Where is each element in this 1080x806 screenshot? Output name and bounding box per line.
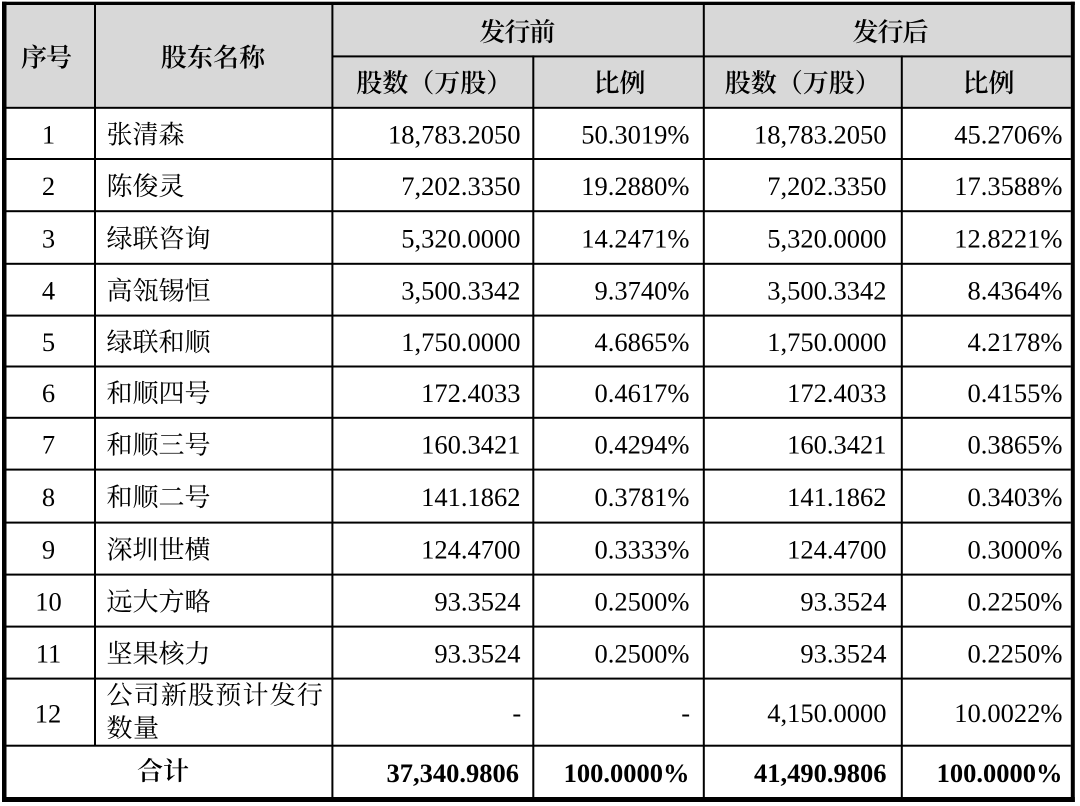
svg-text:0.4294%: 0.4294%	[595, 430, 690, 460]
svg-text:5,320.0000: 5,320.0000	[401, 223, 520, 253]
svg-text:3,500.3342: 3,500.3342	[401, 276, 520, 306]
svg-text:1,750.0000: 1,750.0000	[401, 327, 520, 357]
svg-text:7: 7	[42, 430, 55, 460]
svg-text:93.3524: 93.3524	[434, 639, 520, 669]
svg-text:41,490.9806: 41,490.9806	[754, 758, 887, 788]
svg-text:93.3524: 93.3524	[434, 587, 520, 617]
svg-text:0.3000%: 0.3000%	[968, 535, 1063, 565]
svg-text:1,750.0000: 1,750.0000	[767, 327, 886, 357]
svg-text:0.3781%: 0.3781%	[595, 482, 690, 512]
svg-text:6: 6	[42, 378, 55, 408]
svg-text:124.4700: 124.4700	[421, 535, 520, 565]
svg-text:0.2500%: 0.2500%	[595, 639, 690, 669]
svg-text:100.0000%: 100.0000%	[937, 758, 1063, 788]
svg-text:160.3421: 160.3421	[421, 430, 520, 460]
svg-text:10.0022%: 10.0022%	[954, 698, 1062, 728]
svg-text:45.2706%: 45.2706%	[954, 119, 1062, 149]
svg-text:4.6865%: 4.6865%	[595, 327, 690, 357]
svg-text:4: 4	[42, 276, 55, 306]
svg-text:-: -	[512, 698, 521, 728]
svg-text:3: 3	[42, 223, 55, 253]
svg-text:10: 10	[35, 587, 62, 617]
svg-text:0.3865%: 0.3865%	[968, 430, 1063, 460]
svg-text:172.4033: 172.4033	[787, 378, 886, 408]
svg-text:0.2250%: 0.2250%	[968, 639, 1063, 669]
svg-text:9: 9	[42, 535, 55, 565]
svg-text:0.2250%: 0.2250%	[968, 587, 1063, 617]
svg-text:2: 2	[42, 171, 55, 201]
svg-text:141.1862: 141.1862	[787, 482, 886, 512]
svg-text:18,783.2050: 18,783.2050	[388, 119, 521, 149]
svg-text:11: 11	[36, 639, 62, 669]
svg-text:100.0000%: 100.0000%	[564, 758, 690, 788]
svg-text:9.3740%: 9.3740%	[595, 276, 690, 306]
svg-text:93.3524: 93.3524	[800, 639, 886, 669]
svg-text:141.1862: 141.1862	[421, 482, 520, 512]
svg-text:1: 1	[42, 119, 55, 149]
svg-text:18,783.2050: 18,783.2050	[754, 119, 887, 149]
svg-text:4,150.0000: 4,150.0000	[767, 698, 886, 728]
svg-text:0.2500%: 0.2500%	[595, 587, 690, 617]
svg-text:7,202.3350: 7,202.3350	[401, 171, 520, 201]
svg-text:-: -	[681, 698, 690, 728]
svg-text:19.2880%: 19.2880%	[581, 171, 689, 201]
svg-text:14.2471%: 14.2471%	[581, 223, 689, 253]
svg-text:12: 12	[35, 698, 62, 728]
svg-text:4.2178%: 4.2178%	[968, 327, 1063, 357]
svg-text:0.4617%: 0.4617%	[595, 378, 690, 408]
svg-text:5: 5	[42, 327, 55, 357]
svg-text:8.4364%: 8.4364%	[968, 276, 1063, 306]
svg-text:0.3403%: 0.3403%	[968, 482, 1063, 512]
svg-text:7,202.3350: 7,202.3350	[767, 171, 886, 201]
svg-text:124.4700: 124.4700	[787, 535, 886, 565]
svg-text:8: 8	[42, 482, 55, 512]
svg-text:3,500.3342: 3,500.3342	[767, 276, 886, 306]
svg-text:17.3588%: 17.3588%	[954, 171, 1062, 201]
svg-text:12.8221%: 12.8221%	[954, 223, 1062, 253]
svg-text:5,320.0000: 5,320.0000	[767, 223, 886, 253]
svg-text:37,340.9806: 37,340.9806	[387, 758, 520, 788]
svg-text:93.3524: 93.3524	[800, 587, 886, 617]
svg-text:0.3333%: 0.3333%	[595, 535, 690, 565]
svg-text:160.3421: 160.3421	[787, 430, 886, 460]
svg-text:0.4155%: 0.4155%	[968, 378, 1063, 408]
svg-text:172.4033: 172.4033	[421, 378, 520, 408]
svg-text:50.3019%: 50.3019%	[581, 119, 689, 149]
